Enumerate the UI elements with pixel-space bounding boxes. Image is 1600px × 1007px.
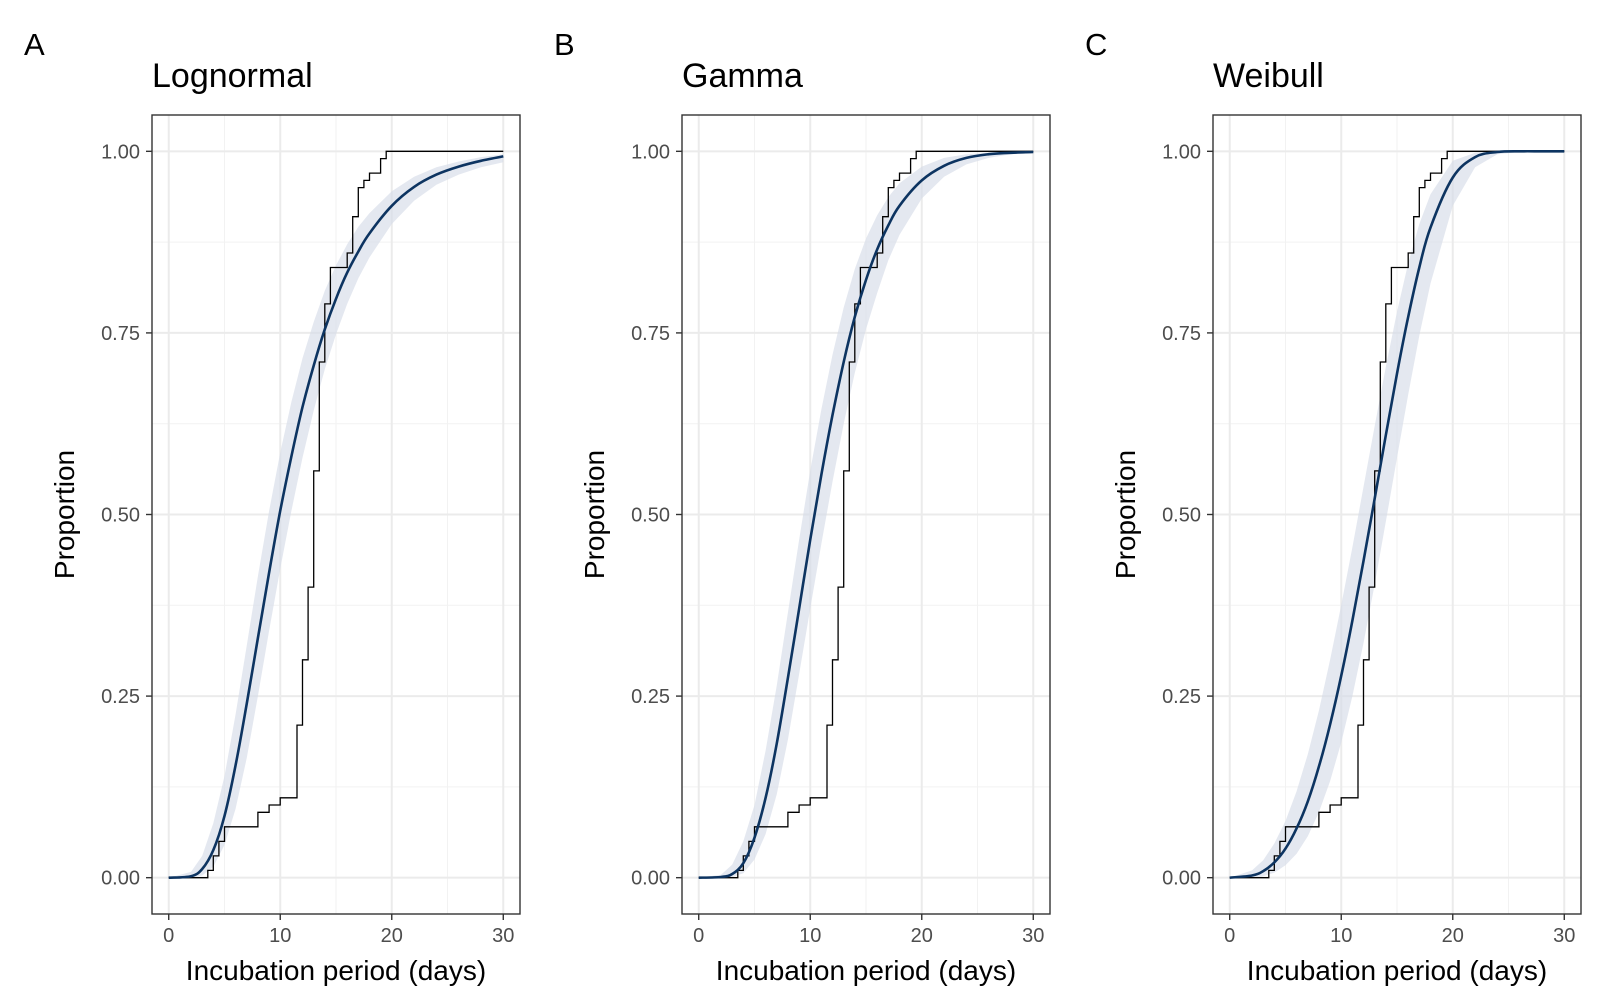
x-axis-title: Incubation period (days) xyxy=(186,955,486,986)
x-tick-label: 30 xyxy=(1553,925,1575,947)
y-tick-label: 0.00 xyxy=(631,868,670,890)
panel-letter: B xyxy=(554,27,575,62)
panel-title: Gamma xyxy=(682,57,803,95)
x-axis-title: Incubation period (days) xyxy=(1247,955,1547,986)
y-tick-label: 0.75 xyxy=(101,323,140,345)
y-tick-label: 0.00 xyxy=(1162,868,1201,890)
panel-title: Lognormal xyxy=(152,57,313,95)
y-tick-label: 1.00 xyxy=(101,141,140,163)
y-tick-label: 0.50 xyxy=(1162,505,1201,527)
panel-title: Weibull xyxy=(1213,57,1324,95)
y-tick-label: 1.00 xyxy=(1162,141,1201,163)
y-tick-label: 0.75 xyxy=(1162,323,1201,345)
panel-letter: A xyxy=(24,27,45,62)
x-tick-label: 10 xyxy=(269,925,291,947)
panel-letter: C xyxy=(1085,27,1107,62)
y-axis-title: Proportion xyxy=(579,450,610,579)
y-tick-label: 0.50 xyxy=(101,505,140,527)
y-axis-title: Proportion xyxy=(1110,450,1141,579)
y-tick-label: 0.25 xyxy=(1162,686,1201,708)
empirical-cdf-step xyxy=(1229,150,1565,879)
x-tick-label: 0 xyxy=(1224,925,1235,947)
y-tick-label: 0.25 xyxy=(631,686,670,708)
x-tick-label: 30 xyxy=(492,925,514,947)
chart-panel-c: C Weibull 0 10 20 30 0.00 0.25 0.50 0.75 1.00 Incub… xyxy=(1085,27,1582,986)
fitted-cdf-line xyxy=(1229,149,1565,879)
confidence-band xyxy=(168,154,504,878)
empirical-cdf-step xyxy=(698,150,1034,879)
confidence-band xyxy=(698,151,1034,878)
chart-panel-b: B Gamma 0 10 20 30 0.00 0.25 0.50 0.75 1.00 Incubat… xyxy=(554,27,1051,986)
x-tick-label: 20 xyxy=(1442,925,1464,947)
fitted-cdf-line xyxy=(698,150,1034,879)
x-tick-label: 20 xyxy=(381,925,403,947)
x-tick-label: 10 xyxy=(799,925,821,947)
x-tick-label: 0 xyxy=(163,925,174,947)
y-axis-title: Proportion xyxy=(49,450,80,579)
x-tick-label: 30 xyxy=(1022,925,1044,947)
y-tick-label: 0.25 xyxy=(101,686,140,708)
x-tick-label: 20 xyxy=(911,925,933,947)
empirical-cdf-step xyxy=(168,150,504,879)
y-tick-label: 0.50 xyxy=(631,505,670,527)
x-tick-label: 10 xyxy=(1330,925,1352,947)
y-tick-label: 0.75 xyxy=(631,323,670,345)
fitted-cdf-line xyxy=(168,155,504,879)
x-axis-title: Incubation period (days) xyxy=(716,955,1016,986)
chart-panel-a: A Lognormal 0 10 20 30 0.00 0.25 0.50 0.75 1.00 Inc… xyxy=(24,27,521,986)
y-tick-label: 0.00 xyxy=(101,868,140,890)
y-tick-label: 1.00 xyxy=(631,141,670,163)
x-tick-label: 0 xyxy=(693,925,704,947)
